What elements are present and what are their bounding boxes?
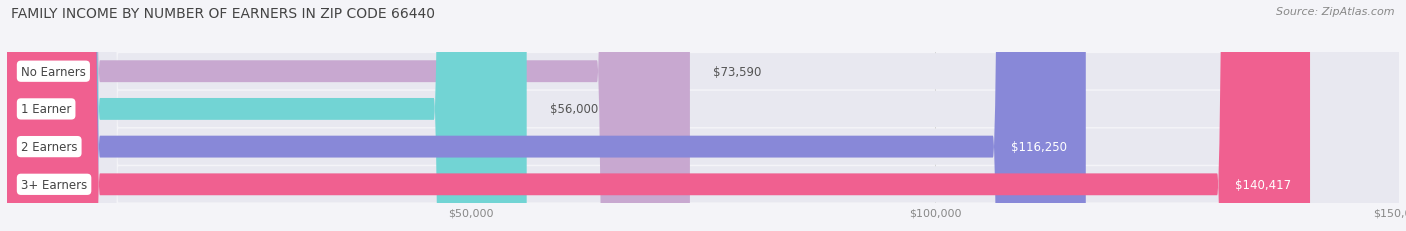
FancyBboxPatch shape: [7, 0, 690, 231]
FancyBboxPatch shape: [7, 0, 1399, 231]
FancyBboxPatch shape: [7, 0, 527, 231]
Text: $73,590: $73,590: [713, 65, 762, 78]
Text: 1 Earner: 1 Earner: [21, 103, 72, 116]
Text: $116,250: $116,250: [1011, 140, 1067, 153]
Text: $140,417: $140,417: [1236, 178, 1292, 191]
Text: No Earners: No Earners: [21, 65, 86, 78]
Text: FAMILY INCOME BY NUMBER OF EARNERS IN ZIP CODE 66440: FAMILY INCOME BY NUMBER OF EARNERS IN ZI…: [11, 7, 436, 21]
Text: Source: ZipAtlas.com: Source: ZipAtlas.com: [1277, 7, 1395, 17]
Text: $56,000: $56,000: [550, 103, 598, 116]
FancyBboxPatch shape: [7, 0, 1399, 231]
FancyBboxPatch shape: [7, 0, 1399, 231]
Text: 2 Earners: 2 Earners: [21, 140, 77, 153]
FancyBboxPatch shape: [7, 0, 1399, 231]
FancyBboxPatch shape: [7, 0, 1085, 231]
FancyBboxPatch shape: [7, 0, 1310, 231]
Text: 3+ Earners: 3+ Earners: [21, 178, 87, 191]
